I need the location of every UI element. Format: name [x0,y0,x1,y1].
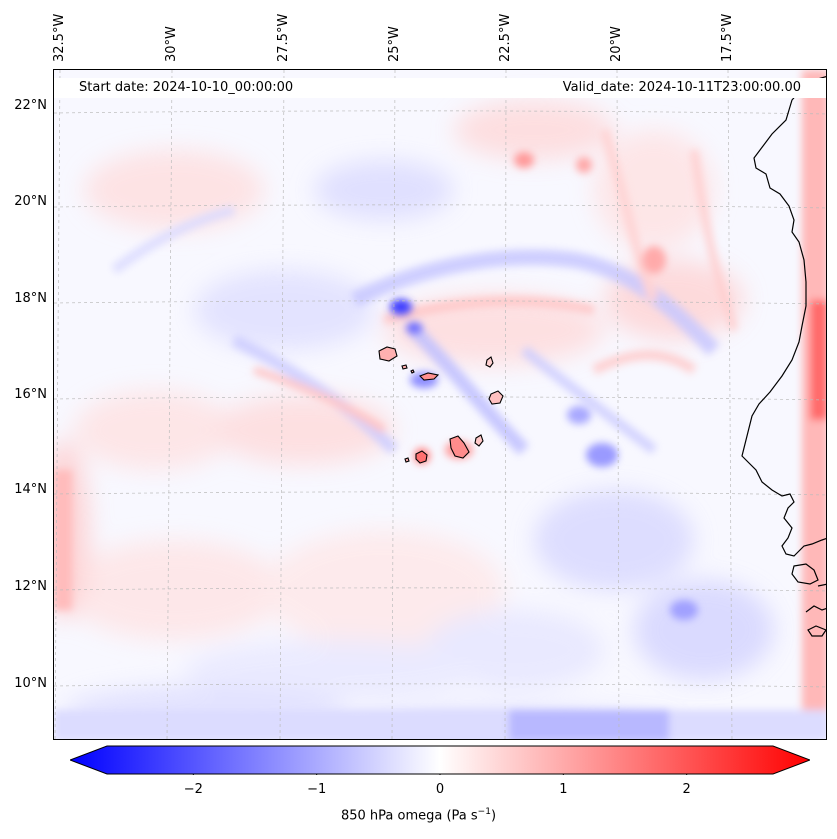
lon-label-17-5w: 17.5°W [720,13,735,62]
colorbar-tick-label: 1 [559,782,568,797]
island-sal [485,356,494,368]
colorbar-label-text: 850 hPa omega (Pa s [340,808,478,824]
omega-field-map [54,70,826,739]
island-santa-luzia [410,369,415,374]
field-bands [111,128,738,455]
colorbar [70,745,810,775]
island-sao-vicente [401,364,408,370]
valid-date-label: Valid_date: 2024-10-11T23:00:00.00 [562,80,801,95]
lat-label-22n: 22°N [14,98,47,113]
lon-label-27-5w: 27.5°W [276,13,291,62]
gridlines [54,70,826,739]
island-maio [474,434,484,447]
map-plot-area: Start date: 2024-10-10_00:00:00 Valid_da… [53,69,827,740]
lon-label-30w: 30°W [164,26,179,62]
island-santiago [449,435,470,459]
colorbar-body [70,745,810,775]
lat-label-20n: 20°N [14,194,47,209]
colorbar-tick-label: −1 [307,782,327,797]
start-date-label: Start date: 2024-10-10_00:00:00 [79,80,294,95]
cape-verde-islands [378,346,504,464]
lat-label-14n: 14°N [14,482,47,497]
island-boa-vista [488,390,504,405]
african-coastline [741,75,826,637]
lon-label-32-5w: 32.5°W [52,13,67,62]
colorbar-label-close: ) [490,808,497,824]
island-santo-antao [378,346,398,362]
lat-label-16n: 16°N [14,387,47,402]
colorbar-tick-label: −2 [183,782,203,797]
colorbar-tick-label: 2 [682,782,691,797]
lat-label-12n: 12°N [14,579,47,594]
island-sao-nicolau [419,372,440,381]
lon-label-22-5w: 22.5°W [498,13,513,62]
lat-label-18n: 18°N [14,291,47,306]
lat-label-10n: 10°N [14,676,47,691]
colorbar-label-exponent: −1 [477,807,491,817]
island-fogo [415,450,428,464]
lon-label-20w: 20°W [609,26,624,62]
title-bar [54,78,826,98]
colorbar-tick-marks [192,774,688,775]
colorbar-tick-label: 0 [435,782,445,797]
lon-label-25w: 25°W [387,26,402,62]
island-brava [404,457,410,463]
colorbar-label: 850 hPa omega (Pa s−1) [0,807,837,823]
